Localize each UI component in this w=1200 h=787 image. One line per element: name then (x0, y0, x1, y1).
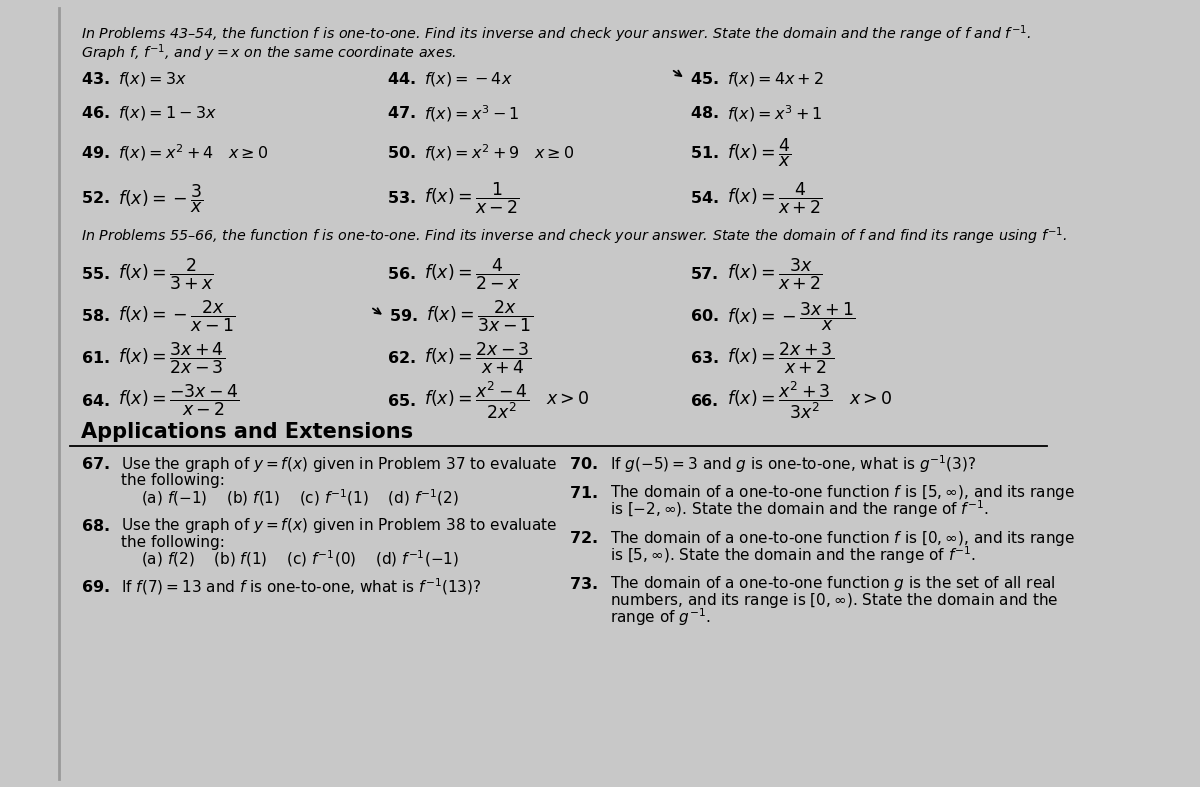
Text: $\mathbf{43.}$: $\mathbf{43.}$ (80, 71, 109, 87)
Text: $\mathbf{45.}$: $\mathbf{45.}$ (690, 71, 719, 87)
Text: $f(x) = \dfrac{3x + 4}{2x - 3}$: $f(x) = \dfrac{3x + 4}{2x - 3}$ (118, 340, 226, 376)
Text: range of $g^{-1}$.: range of $g^{-1}$. (610, 606, 710, 628)
Text: $f(x) = \dfrac{-3x - 4}{x - 2}$: $f(x) = \dfrac{-3x - 4}{x - 2}$ (118, 382, 240, 419)
Text: numbers, and its range is $[0, \infty)$. State the domain and the: numbers, and its range is $[0, \infty)$.… (610, 591, 1058, 610)
Text: $f(x) = \dfrac{x^2 - 4}{2x^2} \quad x > 0$: $f(x) = \dfrac{x^2 - 4}{2x^2} \quad x > … (425, 380, 590, 421)
Text: $\mathbf{54.}$: $\mathbf{54.}$ (690, 190, 719, 206)
Text: $f(x) = -4x$: $f(x) = -4x$ (425, 70, 512, 87)
Text: $\mathbf{64.}$: $\mathbf{64.}$ (80, 393, 109, 408)
Text: The domain of a one-to-one function $f$ is $[5, \infty)$, and its range: The domain of a one-to-one function $f$ … (610, 483, 1075, 502)
Text: Use the graph of $y = f(x)$ given in Problem 38 to evaluate: Use the graph of $y = f(x)$ given in Pro… (121, 516, 558, 535)
Text: $\mathbf{49.}$: $\mathbf{49.}$ (80, 145, 109, 161)
Text: $f(x) = -\dfrac{2x}{x - 1}$: $f(x) = -\dfrac{2x}{x - 1}$ (118, 298, 235, 334)
Text: the following:: the following: (121, 534, 226, 550)
Text: $\mathbf{46.}$: $\mathbf{46.}$ (80, 105, 109, 121)
Text: $\mathbf{59.}$: $\mathbf{59.}$ (389, 309, 418, 324)
Text: $\mathbf{57.}$: $\mathbf{57.}$ (690, 266, 718, 282)
Text: $\mathbf{44.}$: $\mathbf{44.}$ (386, 71, 415, 87)
Text: is $[-2, \infty)$. State the domain and the range of $f^{-1}$.: is $[-2, \infty)$. State the domain and … (610, 498, 989, 520)
Text: $f(x) = 4x + 2$: $f(x) = 4x + 2$ (727, 70, 824, 87)
Text: The domain of a one-to-one function $f$ is $[0, \infty)$, and its range: The domain of a one-to-one function $f$ … (610, 529, 1075, 548)
Text: $f(x) = \dfrac{2}{3 + x}$: $f(x) = \dfrac{2}{3 + x}$ (118, 256, 215, 292)
Text: $\mathbf{62.}$: $\mathbf{62.}$ (386, 350, 415, 366)
Text: $f(x) = \dfrac{4}{2 - x}$: $f(x) = \dfrac{4}{2 - x}$ (425, 256, 521, 292)
Text: $\mathbf{68.}$: $\mathbf{68.}$ (80, 518, 109, 534)
Text: $f(x) = 1 - 3x$: $f(x) = 1 - 3x$ (118, 105, 217, 122)
Text: $f(x) = \dfrac{2x - 3}{x + 4}$: $f(x) = \dfrac{2x - 3}{x + 4}$ (425, 340, 532, 376)
Text: (a) $f(-1)$    (b) $f(1)$    (c) $f^{-1}(1)$    (d) $f^{-1}(2)$: (a) $f(-1)$ (b) $f(1)$ (c) $f^{-1}(1)$ (… (140, 487, 458, 508)
Text: $\mathbf{53.}$: $\mathbf{53.}$ (386, 190, 415, 206)
Text: $\mathbf{51.}$: $\mathbf{51.}$ (690, 145, 719, 161)
Text: $\mathbf{67.}$: $\mathbf{67.}$ (80, 456, 109, 472)
Text: In Problems 55–66, the function $f$ is one-to-one. Find its inverse and check yo: In Problems 55–66, the function $f$ is o… (80, 225, 1067, 247)
Text: $f(x) = x^3 - 1$: $f(x) = x^3 - 1$ (425, 103, 520, 124)
Text: $\mathbf{73.}$: $\mathbf{73.}$ (569, 576, 598, 592)
Text: Use the graph of $y = f(x)$ given in Problem 37 to evaluate: Use the graph of $y = f(x)$ given in Pro… (121, 455, 558, 474)
Text: $f(x) = -\dfrac{3}{x}$: $f(x) = -\dfrac{3}{x}$ (118, 182, 204, 215)
Text: $\mathbf{50.}$: $\mathbf{50.}$ (386, 145, 415, 161)
Text: If $f(7) = 13$ and $f$ is one-to-one, what is $f^{-1}(13)$?: If $f(7) = 13$ and $f$ is one-to-one, wh… (121, 577, 482, 597)
Text: is $[5, \infty)$. State the domain and the range of $f^{-1}$.: is $[5, \infty)$. State the domain and t… (610, 544, 976, 566)
Text: $f(x) = \dfrac{2x}{3x - 1}$: $f(x) = \dfrac{2x}{3x - 1}$ (426, 298, 534, 334)
Text: $\mathbf{69.}$: $\mathbf{69.}$ (80, 579, 109, 595)
Text: $\mathbf{48.}$: $\mathbf{48.}$ (690, 105, 719, 121)
Text: $f(x) = \dfrac{3x}{x + 2}$: $f(x) = \dfrac{3x}{x + 2}$ (727, 256, 823, 292)
Text: $\mathbf{65.}$: $\mathbf{65.}$ (386, 393, 415, 408)
Text: $\mathbf{72.}$: $\mathbf{72.}$ (569, 530, 598, 546)
Text: $\mathbf{52.}$: $\mathbf{52.}$ (80, 190, 109, 206)
Text: Applications and Extensions: Applications and Extensions (80, 422, 413, 442)
Text: The domain of a one-to-one function $g$ is the set of all real: The domain of a one-to-one function $g$ … (610, 575, 1056, 593)
Text: $f(x) = x^2 + 4 \quad x \geq 0$: $f(x) = x^2 + 4 \quad x \geq 0$ (118, 142, 269, 163)
Text: In Problems 43–54, the function $f$ is one-to-one. Find its inverse and check yo: In Problems 43–54, the function $f$ is o… (80, 23, 1031, 45)
Text: $f(x) = \dfrac{x^2 + 3}{3x^2} \quad x > 0$: $f(x) = \dfrac{x^2 + 3}{3x^2} \quad x > … (727, 380, 893, 421)
Text: $f(x) = x^3 + 1$: $f(x) = x^3 + 1$ (727, 103, 822, 124)
Text: $\mathbf{61.}$: $\mathbf{61.}$ (80, 350, 109, 366)
Text: $f(x) = 3x$: $f(x) = 3x$ (118, 70, 187, 87)
Text: $\mathbf{70.}$: $\mathbf{70.}$ (569, 456, 598, 472)
Text: the following:: the following: (121, 473, 226, 489)
Text: If $g(-5) = 3$ and $g$ is one-to-one, what is $g^{-1}(3)$?: If $g(-5) = 3$ and $g$ is one-to-one, wh… (610, 453, 977, 475)
Text: $\mathbf{47.}$: $\mathbf{47.}$ (386, 105, 415, 121)
Text: $f(x) = \dfrac{4}{x}$: $f(x) = \dfrac{4}{x}$ (727, 136, 792, 169)
Text: $f(x) = \dfrac{1}{x - 2}$: $f(x) = \dfrac{1}{x - 2}$ (425, 180, 521, 216)
Text: $\mathbf{56.}$: $\mathbf{56.}$ (386, 266, 415, 282)
Text: $\mathbf{55.}$: $\mathbf{55.}$ (80, 266, 109, 282)
Text: $\mathbf{58.}$: $\mathbf{58.}$ (80, 309, 109, 324)
Text: $f(x) = x^2 + 9 \quad x \geq 0$: $f(x) = x^2 + 9 \quad x \geq 0$ (425, 142, 575, 163)
Text: Graph $f$, $f^{-1}$, and $y = x$ on the same coordinate axes.: Graph $f$, $f^{-1}$, and $y = x$ on the … (80, 42, 456, 64)
Text: (a) $f(2)$    (b) $f(1)$    (c) $f^{-1}(0)$    (d) $f^{-1}(-1)$: (a) $f(2)$ (b) $f(1)$ (c) $f^{-1}(0)$ (d… (140, 549, 458, 569)
Text: $\mathbf{63.}$: $\mathbf{63.}$ (690, 350, 719, 366)
Text: $\mathbf{66.}$: $\mathbf{66.}$ (690, 393, 718, 408)
Text: $f(x) = \dfrac{4}{x + 2}$: $f(x) = \dfrac{4}{x + 2}$ (727, 180, 823, 216)
Text: $f(x) = -\dfrac{3x + 1}{x}$: $f(x) = -\dfrac{3x + 1}{x}$ (727, 300, 856, 333)
Text: $\mathbf{71.}$: $\mathbf{71.}$ (569, 485, 598, 501)
Text: $\mathbf{60.}$: $\mathbf{60.}$ (690, 309, 719, 324)
Text: $f(x) = \dfrac{2x + 3}{x + 2}$: $f(x) = \dfrac{2x + 3}{x + 2}$ (727, 340, 834, 376)
